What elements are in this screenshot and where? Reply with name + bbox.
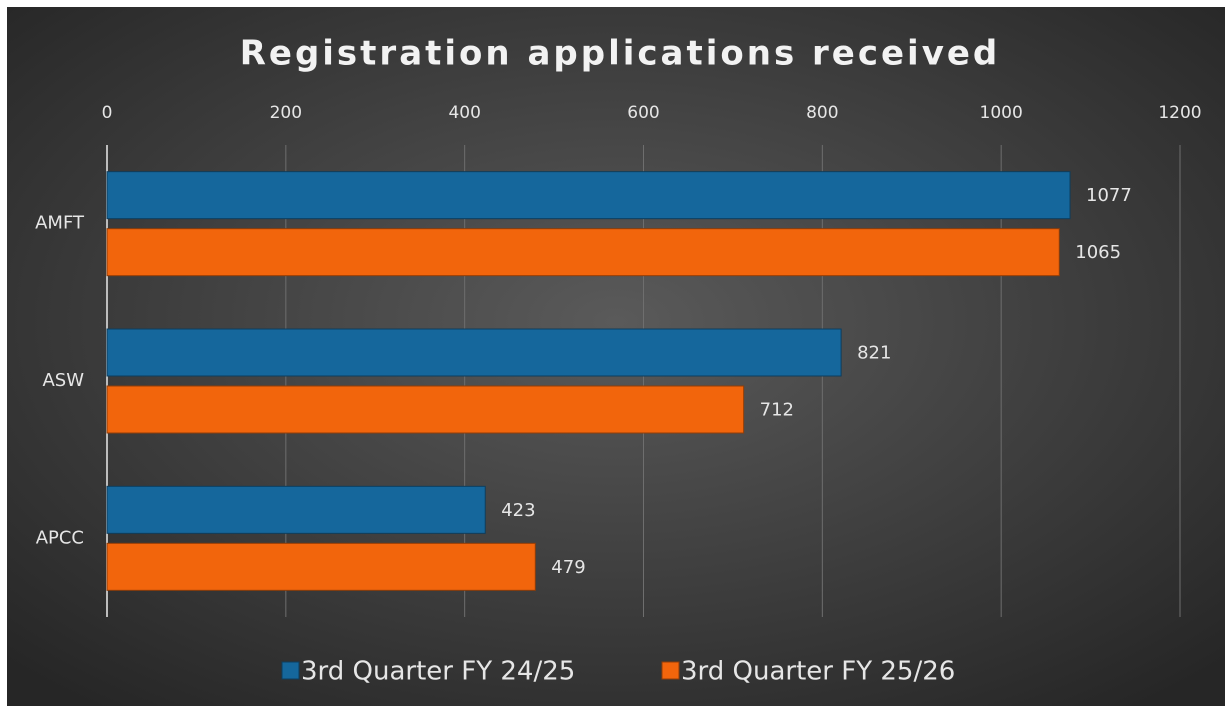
legend-swatch — [661, 661, 680, 680]
bar — [106, 171, 1071, 220]
bar — [106, 485, 486, 534]
y-tick-label: AMFT — [35, 213, 85, 234]
x-tick-label: 0 — [102, 103, 113, 123]
y-tick-label: ASW — [42, 370, 84, 391]
bar — [106, 385, 745, 434]
bar — [106, 542, 536, 591]
data-label: 821 — [857, 343, 891, 364]
data-label: 423 — [501, 500, 535, 521]
legend-label: 3rd Quarter FY 24/25 — [301, 657, 575, 687]
data-label: 479 — [551, 557, 585, 578]
bar — [106, 228, 1060, 277]
legend-swatch — [281, 661, 300, 680]
chart-title: Registration applications received — [240, 34, 1001, 74]
data-label: 1077 — [1086, 185, 1132, 206]
x-tick-label: 1200 — [1158, 103, 1201, 123]
x-tick-label: 200 — [270, 103, 302, 123]
bar — [106, 328, 842, 377]
data-label: 712 — [760, 400, 794, 421]
legend-label: 3rd Quarter FY 25/26 — [681, 657, 955, 687]
x-tick-label: 400 — [448, 103, 480, 123]
data-label: 1065 — [1075, 242, 1121, 263]
x-tick-label: 600 — [627, 103, 659, 123]
x-tick-label: 1000 — [980, 103, 1023, 123]
x-tick-label: 800 — [806, 103, 838, 123]
y-tick-label: APCC — [36, 527, 84, 548]
